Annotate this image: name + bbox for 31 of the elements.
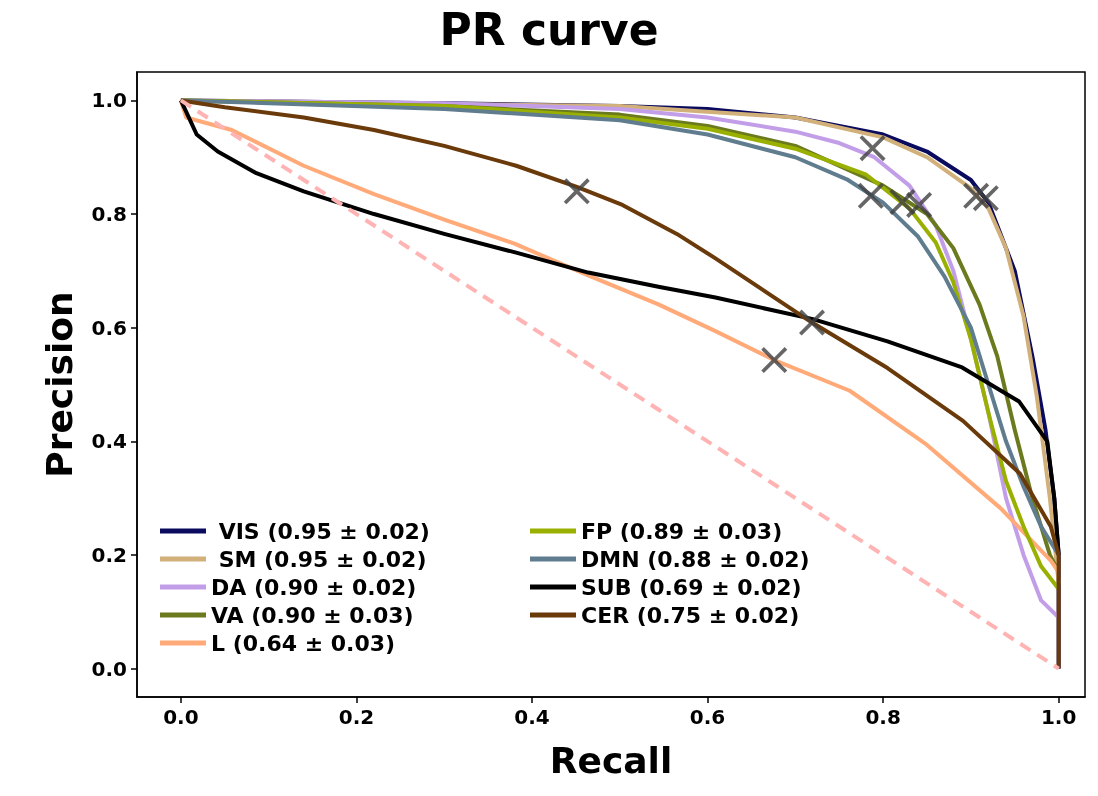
point xyxy=(906,191,933,218)
y-tick-label: 0.6 xyxy=(91,315,127,340)
y-tick-label: 0.8 xyxy=(91,202,127,227)
legend-label: DA (0.90 ± 0.02) xyxy=(211,574,417,600)
point xyxy=(972,185,999,212)
legend-label: DMN (0.88 ± 0.02) xyxy=(581,546,810,572)
point xyxy=(563,178,590,205)
chart-title: PR curve xyxy=(439,3,659,55)
point xyxy=(799,309,826,336)
legend-label: CER (0.75 ± 0.02) xyxy=(581,602,800,628)
y-axis-title: Precision xyxy=(38,291,80,478)
point xyxy=(859,135,886,162)
point xyxy=(857,182,884,209)
x-tick-label: 0.4 xyxy=(514,705,550,729)
legend-label: FP (0.89 ± 0.03) xyxy=(581,518,783,544)
y-tick-label: 1.0 xyxy=(91,88,127,113)
x-tick-label: 0.0 xyxy=(163,705,199,729)
legend-label: VA (0.90 ± 0.03) xyxy=(211,602,414,628)
y-tick-label: 0.2 xyxy=(91,542,127,567)
x-axis-title: Recall xyxy=(549,739,673,781)
point xyxy=(761,347,788,374)
x-tick-label: 0.2 xyxy=(338,705,375,729)
x-tick-label: 0.8 xyxy=(865,705,901,729)
y-tick-label: 0.4 xyxy=(91,429,127,454)
legend-label: VIS (0.95 ± 0.02) xyxy=(211,518,430,544)
y-tick-label: 0.0 xyxy=(91,656,127,681)
legend-label: L (0.64 ± 0.03) xyxy=(211,630,396,656)
legend-label: SUB (0.69 ± 0.02) xyxy=(581,574,802,600)
legend-label: SM (0.95 ± 0.02) xyxy=(211,546,427,572)
x-tick-label: 1.0 xyxy=(1040,705,1077,729)
x-tick-label: 0.6 xyxy=(689,705,726,729)
